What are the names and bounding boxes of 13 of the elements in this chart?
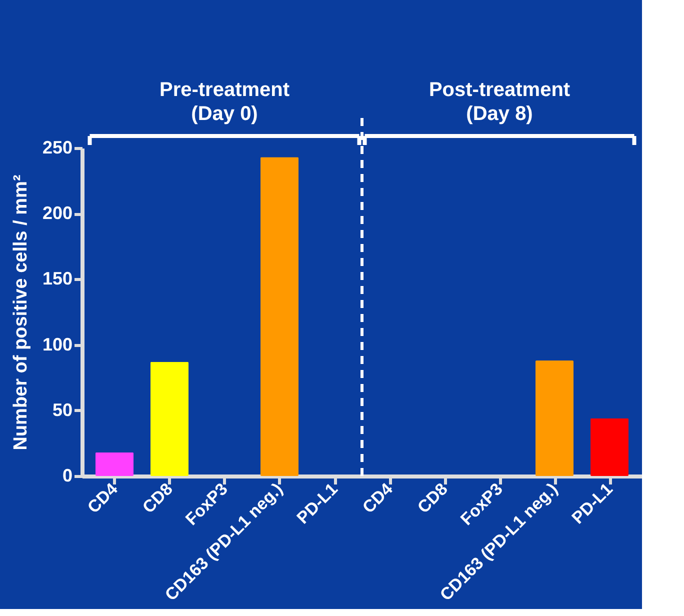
y-tick-label: 50 bbox=[52, 400, 72, 420]
text: Post-treatment (Day 8) bbox=[428, 79, 570, 125]
x-tick-label: CD8 bbox=[138, 479, 176, 517]
y-tick-label: 250 bbox=[42, 138, 72, 158]
text: Pre-treatment (Day 0) bbox=[159, 79, 290, 125]
y-tick-label: 100 bbox=[42, 334, 72, 354]
x-tick-label: CD4 bbox=[84, 479, 122, 517]
y-tick-label: 0 bbox=[62, 466, 72, 486]
x-tick-label: CD4 bbox=[358, 479, 397, 517]
y-tick-label: 150 bbox=[42, 268, 72, 289]
x-tick-label: CD8 bbox=[414, 479, 452, 517]
y-tick-label: 200 bbox=[42, 203, 72, 224]
y-axis-title: Number of positive cells / mm² bbox=[10, 174, 32, 450]
